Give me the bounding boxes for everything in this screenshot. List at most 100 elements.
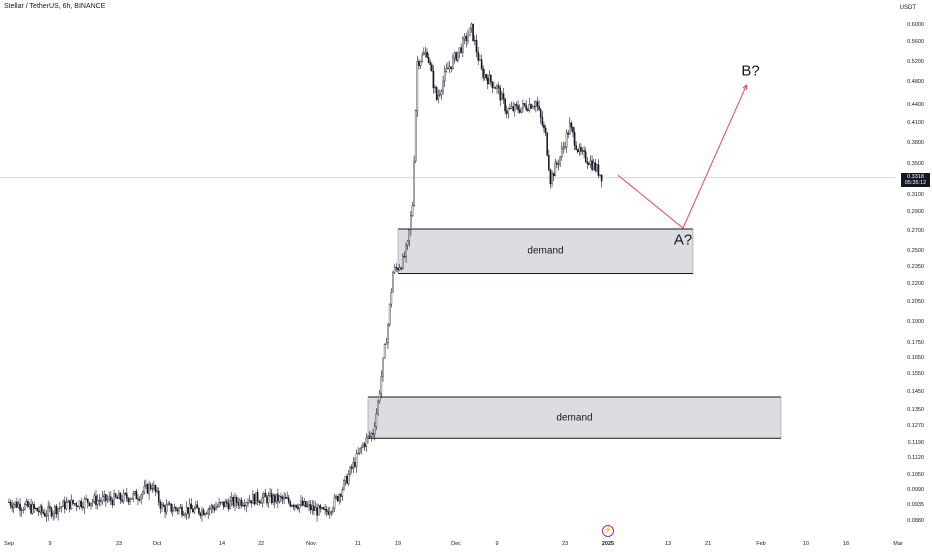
candle-body: [491, 81, 494, 88]
wave-label-b: B?: [741, 62, 760, 80]
candle-body: [83, 498, 86, 508]
candle-body: [68, 500, 71, 510]
candle-body: [533, 105, 536, 108]
time-tick-label: 9: [48, 541, 52, 547]
candle-body: [88, 502, 91, 506]
candle-body: [23, 504, 26, 510]
candle-body: [330, 511, 333, 513]
candle-body: [309, 504, 312, 511]
lightning-icon[interactable]: ⚡: [602, 525, 614, 537]
candle-body: [287, 497, 290, 503]
candle-body: [597, 164, 600, 176]
price-tick-label: 0.2700: [907, 227, 924, 234]
candle-body: [483, 74, 486, 78]
candle-body: [248, 500, 251, 503]
candle-body: [95, 495, 97, 506]
candle-body: [39, 506, 42, 513]
time-tick-label: 18: [842, 541, 850, 547]
candle-body: [45, 515, 48, 517]
candle-body: [383, 344, 386, 359]
candle-body: [105, 494, 107, 501]
candle-body: [523, 103, 526, 106]
candle-body: [195, 504, 197, 509]
candle-body: [543, 124, 545, 129]
candle-body: [346, 476, 348, 484]
candle-body: [447, 68, 449, 70]
price-tick-label: 0.1190: [907, 439, 924, 446]
candle-body: [426, 51, 428, 58]
candle-body: [100, 500, 102, 502]
candle-body: [504, 98, 506, 112]
candle-body: [221, 501, 224, 503]
candle-body: [201, 509, 203, 516]
candle-body: [518, 109, 521, 113]
candle-body: [243, 505, 246, 507]
candle-body: [250, 500, 253, 504]
candle-body: [599, 174, 601, 176]
price-tick-label: 0.1650: [907, 355, 924, 362]
candle-body: [149, 484, 152, 489]
candle-body: [408, 229, 411, 242]
candle-body: [67, 500, 69, 503]
candle-body: [219, 502, 222, 504]
candle-body: [594, 162, 597, 171]
candle-body: [281, 496, 284, 500]
candle-body: [165, 504, 168, 513]
price-tick-label: 0.5600: [907, 39, 924, 46]
candle-body: [488, 74, 491, 85]
candle-body: [129, 499, 131, 503]
candle-body: [475, 39, 478, 53]
candle-body: [352, 462, 355, 469]
candle-body: [477, 51, 480, 61]
candle-body: [559, 156, 561, 165]
candle-body: [354, 462, 356, 467]
candle-body: [193, 508, 196, 513]
candle-body: [421, 54, 423, 62]
candle-body: [245, 502, 248, 507]
candle-body: [161, 504, 163, 509]
candle-body: [316, 507, 318, 516]
candle-body: [118, 493, 120, 499]
candle-body: [14, 501, 17, 505]
candle-body: [358, 448, 361, 454]
candle-body: [470, 23, 473, 29]
time-tick-label: 21: [704, 541, 712, 547]
candle-body: [497, 85, 500, 89]
candle-body: [432, 70, 435, 89]
candle-body: [275, 493, 278, 503]
candle-body: [429, 62, 432, 66]
candle-body: [207, 509, 210, 514]
candle-body: [156, 490, 158, 492]
candle-body: [344, 476, 347, 481]
candle-body: [273, 495, 276, 503]
candle-body: [290, 505, 293, 507]
candle-body: [86, 498, 89, 503]
candle-body: [572, 126, 574, 133]
candle-body: [575, 145, 577, 150]
candle-body: [398, 267, 401, 271]
price-tick-label: 0.5200: [907, 58, 924, 65]
price-tick-label: 0.3800: [907, 139, 924, 146]
candle-body: [458, 47, 461, 53]
candle-body: [196, 504, 199, 509]
candle-body: [393, 267, 396, 273]
candle-body: [65, 502, 68, 510]
candle-body: [11, 505, 13, 509]
candle-body: [199, 513, 202, 516]
candle-body: [263, 493, 265, 498]
candle-body: [269, 493, 271, 496]
candle-body: [362, 443, 364, 448]
candle-body: [485, 74, 488, 79]
price-tick-label: 0.2050: [907, 299, 924, 306]
candle-body: [549, 169, 552, 184]
candle-body: [370, 433, 373, 437]
candle-body: [41, 506, 43, 513]
candle-body: [80, 500, 83, 507]
price-tick-label: 0.3100: [907, 192, 924, 199]
candle-body: [576, 149, 579, 153]
candle-body: [190, 503, 193, 510]
candle-body: [319, 505, 322, 509]
candle-body: [272, 495, 275, 503]
candle-body: [204, 513, 206, 516]
